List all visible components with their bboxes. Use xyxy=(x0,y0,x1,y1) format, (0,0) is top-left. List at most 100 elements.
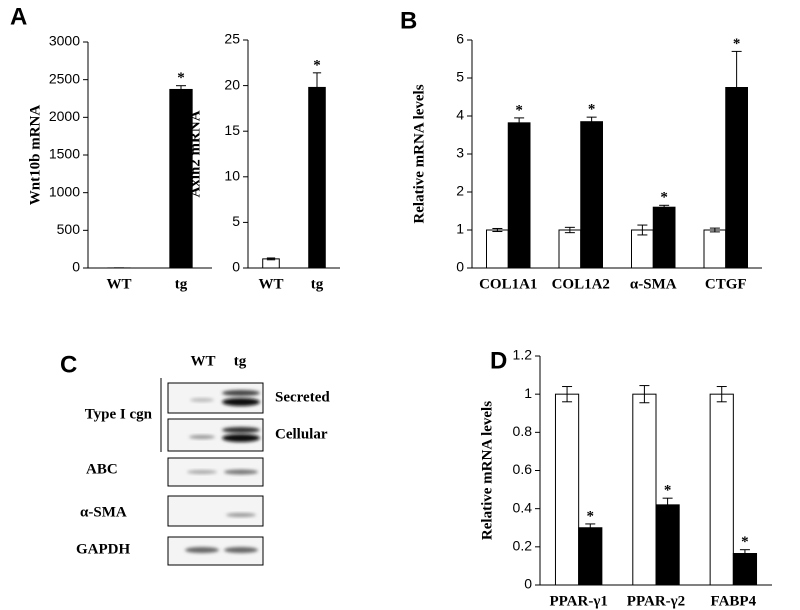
panel-label: C xyxy=(60,351,77,378)
y-tick-label: 1 xyxy=(456,221,464,237)
y-tick-label: 5 xyxy=(232,213,240,229)
lane-label: tg xyxy=(234,353,247,369)
panel-label: A xyxy=(10,3,27,30)
bar xyxy=(631,229,654,269)
y-tick-label: 3000 xyxy=(49,33,80,49)
x-tick-label: CTGF xyxy=(705,276,747,292)
bar xyxy=(732,553,758,586)
y-tick-label: 500 xyxy=(57,221,81,237)
significance-mark: * xyxy=(588,102,596,118)
x-tick-label: COL1A2 xyxy=(552,276,610,292)
error-bar xyxy=(709,227,720,233)
error-bar xyxy=(731,50,742,125)
blot-box xyxy=(167,382,264,414)
y-tick-label: 2 xyxy=(456,183,464,199)
lane-label: WT xyxy=(190,353,215,369)
y-tick-label: 10 xyxy=(224,168,240,184)
bar xyxy=(580,121,603,269)
x-tick-label: WT xyxy=(258,276,283,292)
bar xyxy=(578,527,603,586)
y-tick-label: 1500 xyxy=(49,146,80,162)
significance-mark: * xyxy=(664,483,672,499)
error-bar xyxy=(662,497,673,513)
row-label: Secreted xyxy=(275,389,330,405)
y-tick-label: 4 xyxy=(456,107,464,123)
row-label: ABC xyxy=(86,461,118,477)
y-tick-label: 0 xyxy=(456,259,464,275)
error-bar xyxy=(585,523,596,533)
x-tick-label: WT xyxy=(106,276,131,292)
x-tick-label: tg xyxy=(175,276,188,292)
x-tick-label: α-SMA xyxy=(630,276,677,292)
row-label: α-SMA xyxy=(80,504,127,520)
error-bar xyxy=(639,385,650,404)
blot-box xyxy=(167,495,264,527)
error-bar xyxy=(562,386,573,403)
y-tick-label: 0.4 xyxy=(513,499,533,515)
bar xyxy=(558,229,582,269)
bar xyxy=(703,229,727,269)
blot-panel: C WT tg Type I cgn Secreted Cellular ABC… xyxy=(60,351,330,566)
error-bar xyxy=(514,117,525,129)
row-label: Cellular xyxy=(275,426,328,442)
band xyxy=(187,470,217,474)
x-tick-label: FABP4 xyxy=(711,593,757,609)
y-tick-label: 5 xyxy=(456,69,464,85)
y-tick-label: 1000 xyxy=(49,183,80,199)
error-bar xyxy=(312,72,322,103)
y-tick-label: 0 xyxy=(232,259,240,275)
bar xyxy=(655,504,680,586)
significance-mark: * xyxy=(733,36,741,52)
group-label: Type I cgn xyxy=(85,406,153,422)
bar xyxy=(632,393,657,586)
y-tick-label: 15 xyxy=(224,122,240,138)
y-tick-label: 2000 xyxy=(49,108,80,124)
significance-mark: * xyxy=(177,70,185,86)
y-axis-title: Axin2 mRNA xyxy=(187,110,203,197)
significance-mark: * xyxy=(515,102,523,118)
y-tick-label: 0.8 xyxy=(513,423,533,439)
band xyxy=(222,398,260,406)
band xyxy=(224,469,258,475)
band xyxy=(222,390,260,396)
band xyxy=(224,547,258,553)
y-tick-label: 3 xyxy=(456,145,464,161)
y-axis-title: Relative mRNA levels xyxy=(411,84,427,223)
error-bar xyxy=(739,549,750,558)
band xyxy=(226,513,256,517)
band xyxy=(189,435,215,439)
error-bar xyxy=(564,226,575,234)
y-tick-label: 2500 xyxy=(49,70,80,86)
row-label: GAPDH xyxy=(76,541,130,557)
band xyxy=(185,547,219,553)
x-tick-label: tg xyxy=(311,276,324,292)
y-tick-label: 0 xyxy=(72,259,80,275)
x-tick-label: PPAR-γ1 xyxy=(549,593,607,609)
band xyxy=(190,398,214,402)
panel-label: D xyxy=(490,347,507,374)
y-tick-label: 0 xyxy=(524,576,532,592)
y-tick-label: 20 xyxy=(224,76,240,92)
error-bar xyxy=(492,227,503,233)
x-tick-label: PPAR-γ2 xyxy=(627,593,685,609)
error-bar xyxy=(586,116,597,127)
y-axis-title: Relative mRNA levels xyxy=(479,401,495,540)
bar xyxy=(507,122,531,269)
y-tick-label: 1 xyxy=(524,385,532,401)
y-tick-label: 0.6 xyxy=(513,461,533,477)
significance-mark: * xyxy=(313,57,321,73)
bar xyxy=(308,86,326,269)
error-bar xyxy=(659,204,670,210)
y-tick-label: 0.2 xyxy=(513,538,533,554)
significance-mark: * xyxy=(660,190,668,206)
band xyxy=(222,427,260,433)
bar xyxy=(709,393,734,586)
y-axis-title: Wnt10b mRNA xyxy=(27,105,43,206)
band xyxy=(222,434,260,442)
y-tick-label: 6 xyxy=(456,31,464,47)
significance-mark: * xyxy=(587,508,595,524)
error-bar xyxy=(716,386,727,403)
panel-label: B xyxy=(400,7,417,34)
significance-mark: * xyxy=(741,534,749,550)
